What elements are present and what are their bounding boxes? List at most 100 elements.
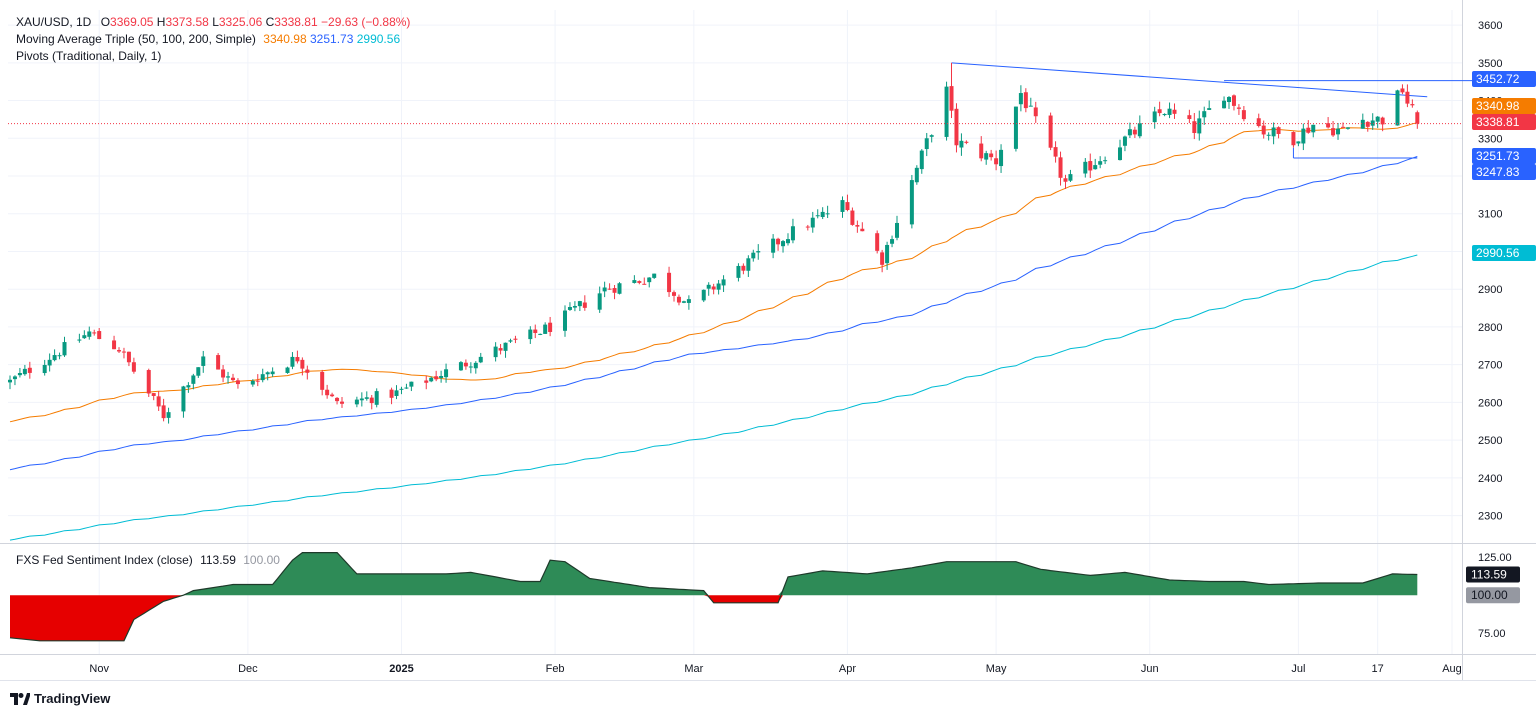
sentiment-value: 113.59 <box>200 553 236 567</box>
x-tick-label: Nov <box>89 663 109 675</box>
candle-body <box>196 367 201 376</box>
candle-body <box>820 211 825 218</box>
candle-body <box>161 405 166 419</box>
candle-body <box>825 213 830 215</box>
candle-body <box>890 239 895 244</box>
candle-body <box>1098 161 1103 165</box>
candle-body <box>1261 125 1266 135</box>
candle-body <box>1167 108 1172 115</box>
price-label-text: 3247.83 <box>1476 165 1520 179</box>
candle-body <box>300 359 305 369</box>
candle-body <box>230 377 235 381</box>
candle-body <box>166 412 171 418</box>
tradingview-logo[interactable]: TradingView <box>10 691 110 706</box>
candle-body <box>572 305 577 308</box>
ma-legend: Moving Average Triple (50, 100, 200, Sim… <box>16 32 400 47</box>
candle-body <box>711 286 716 290</box>
sentiment-base-box <box>1466 587 1520 604</box>
candle-body <box>131 362 136 372</box>
candle-body <box>186 385 191 388</box>
candle-body <box>1296 141 1301 144</box>
candle-body <box>498 348 503 351</box>
candle-body <box>320 371 325 390</box>
candle-body <box>409 381 414 387</box>
change-value: −29.63 (−0.88%) <box>321 15 411 29</box>
candle-body <box>1132 129 1137 135</box>
low-value: 3325.06 <box>218 15 263 29</box>
candle-body <box>1063 178 1068 182</box>
x-tick-label: Feb <box>546 663 565 675</box>
candle-body <box>434 376 439 380</box>
candle-body <box>1013 106 1018 149</box>
candle-body <box>672 292 677 296</box>
candle-body <box>1028 105 1033 107</box>
candle-body <box>156 396 161 407</box>
candle-body <box>771 238 776 253</box>
candle-body <box>533 329 538 333</box>
candle-body <box>1410 104 1415 106</box>
candle-body <box>1157 109 1162 114</box>
candle-body <box>1093 165 1098 170</box>
candle-body <box>1231 95 1236 106</box>
x-tick-label: Apr <box>839 663 856 675</box>
price-label-box <box>1472 148 1536 164</box>
candle-body <box>151 393 156 396</box>
trendline-upper <box>951 62 1428 98</box>
candle-body <box>112 340 117 350</box>
candle-body <box>617 283 622 294</box>
candle-body <box>439 376 444 378</box>
candle-body <box>270 371 275 375</box>
candle-body <box>394 390 399 396</box>
candle-body <box>335 397 340 402</box>
candle-body <box>994 158 999 165</box>
candle-body <box>1172 109 1177 114</box>
close-label: C <box>265 15 275 29</box>
candle-body <box>1053 147 1058 157</box>
candle-body <box>1395 90 1400 126</box>
x-tick-label: Jul <box>1291 663 1305 675</box>
sentiment-line <box>9 552 1418 642</box>
candle-body <box>850 210 855 225</box>
candle-body <box>201 356 206 366</box>
candle-body <box>716 283 721 290</box>
candle-body <box>1340 126 1345 128</box>
candle-body <box>805 226 810 228</box>
sentiment-legend: FXS Fed Sentiment Index (close) 113.59 1… <box>16 553 280 568</box>
candle-body <box>548 322 553 332</box>
candle-body <box>1415 112 1420 124</box>
price-label-text: 3251.73 <box>1476 149 1520 163</box>
candle-body <box>790 226 795 241</box>
candle-body <box>493 346 498 358</box>
candle-body <box>577 301 582 307</box>
candle-body <box>359 398 364 401</box>
candle-body <box>354 399 359 405</box>
candle-body <box>785 239 790 244</box>
candle-body <box>146 370 151 394</box>
y-tick-label: 2900 <box>1478 284 1502 296</box>
pivots-label: Pivots (Traditional, Daily, 1) <box>16 49 162 63</box>
ma50-value: 3340.98 <box>263 32 307 46</box>
candle-body <box>1137 123 1142 137</box>
candle-body <box>860 228 865 232</box>
candle-body <box>776 238 781 245</box>
candle-body <box>736 265 741 278</box>
candle-body <box>949 86 954 111</box>
candle-body <box>984 153 989 160</box>
candle-body <box>538 333 543 335</box>
candle-body <box>582 302 587 308</box>
x-tick-label: Jun <box>1141 663 1159 675</box>
candle-body <box>543 324 548 334</box>
sentiment-base-text: 100.00 <box>1471 588 1508 602</box>
ma100-line <box>9 156 1418 471</box>
candle-body <box>1122 136 1127 146</box>
candle-body <box>473 362 478 369</box>
candle-body <box>429 377 434 382</box>
candle-body <box>52 355 57 361</box>
open-value: 3369.05 <box>110 15 154 29</box>
candle-body <box>1311 124 1316 133</box>
sentiment-area-positive <box>10 552 1418 596</box>
candle-body <box>57 355 62 357</box>
candle-body <box>1370 120 1375 126</box>
candle-body <box>815 215 820 217</box>
y-tick-label: 2700 <box>1478 360 1502 372</box>
